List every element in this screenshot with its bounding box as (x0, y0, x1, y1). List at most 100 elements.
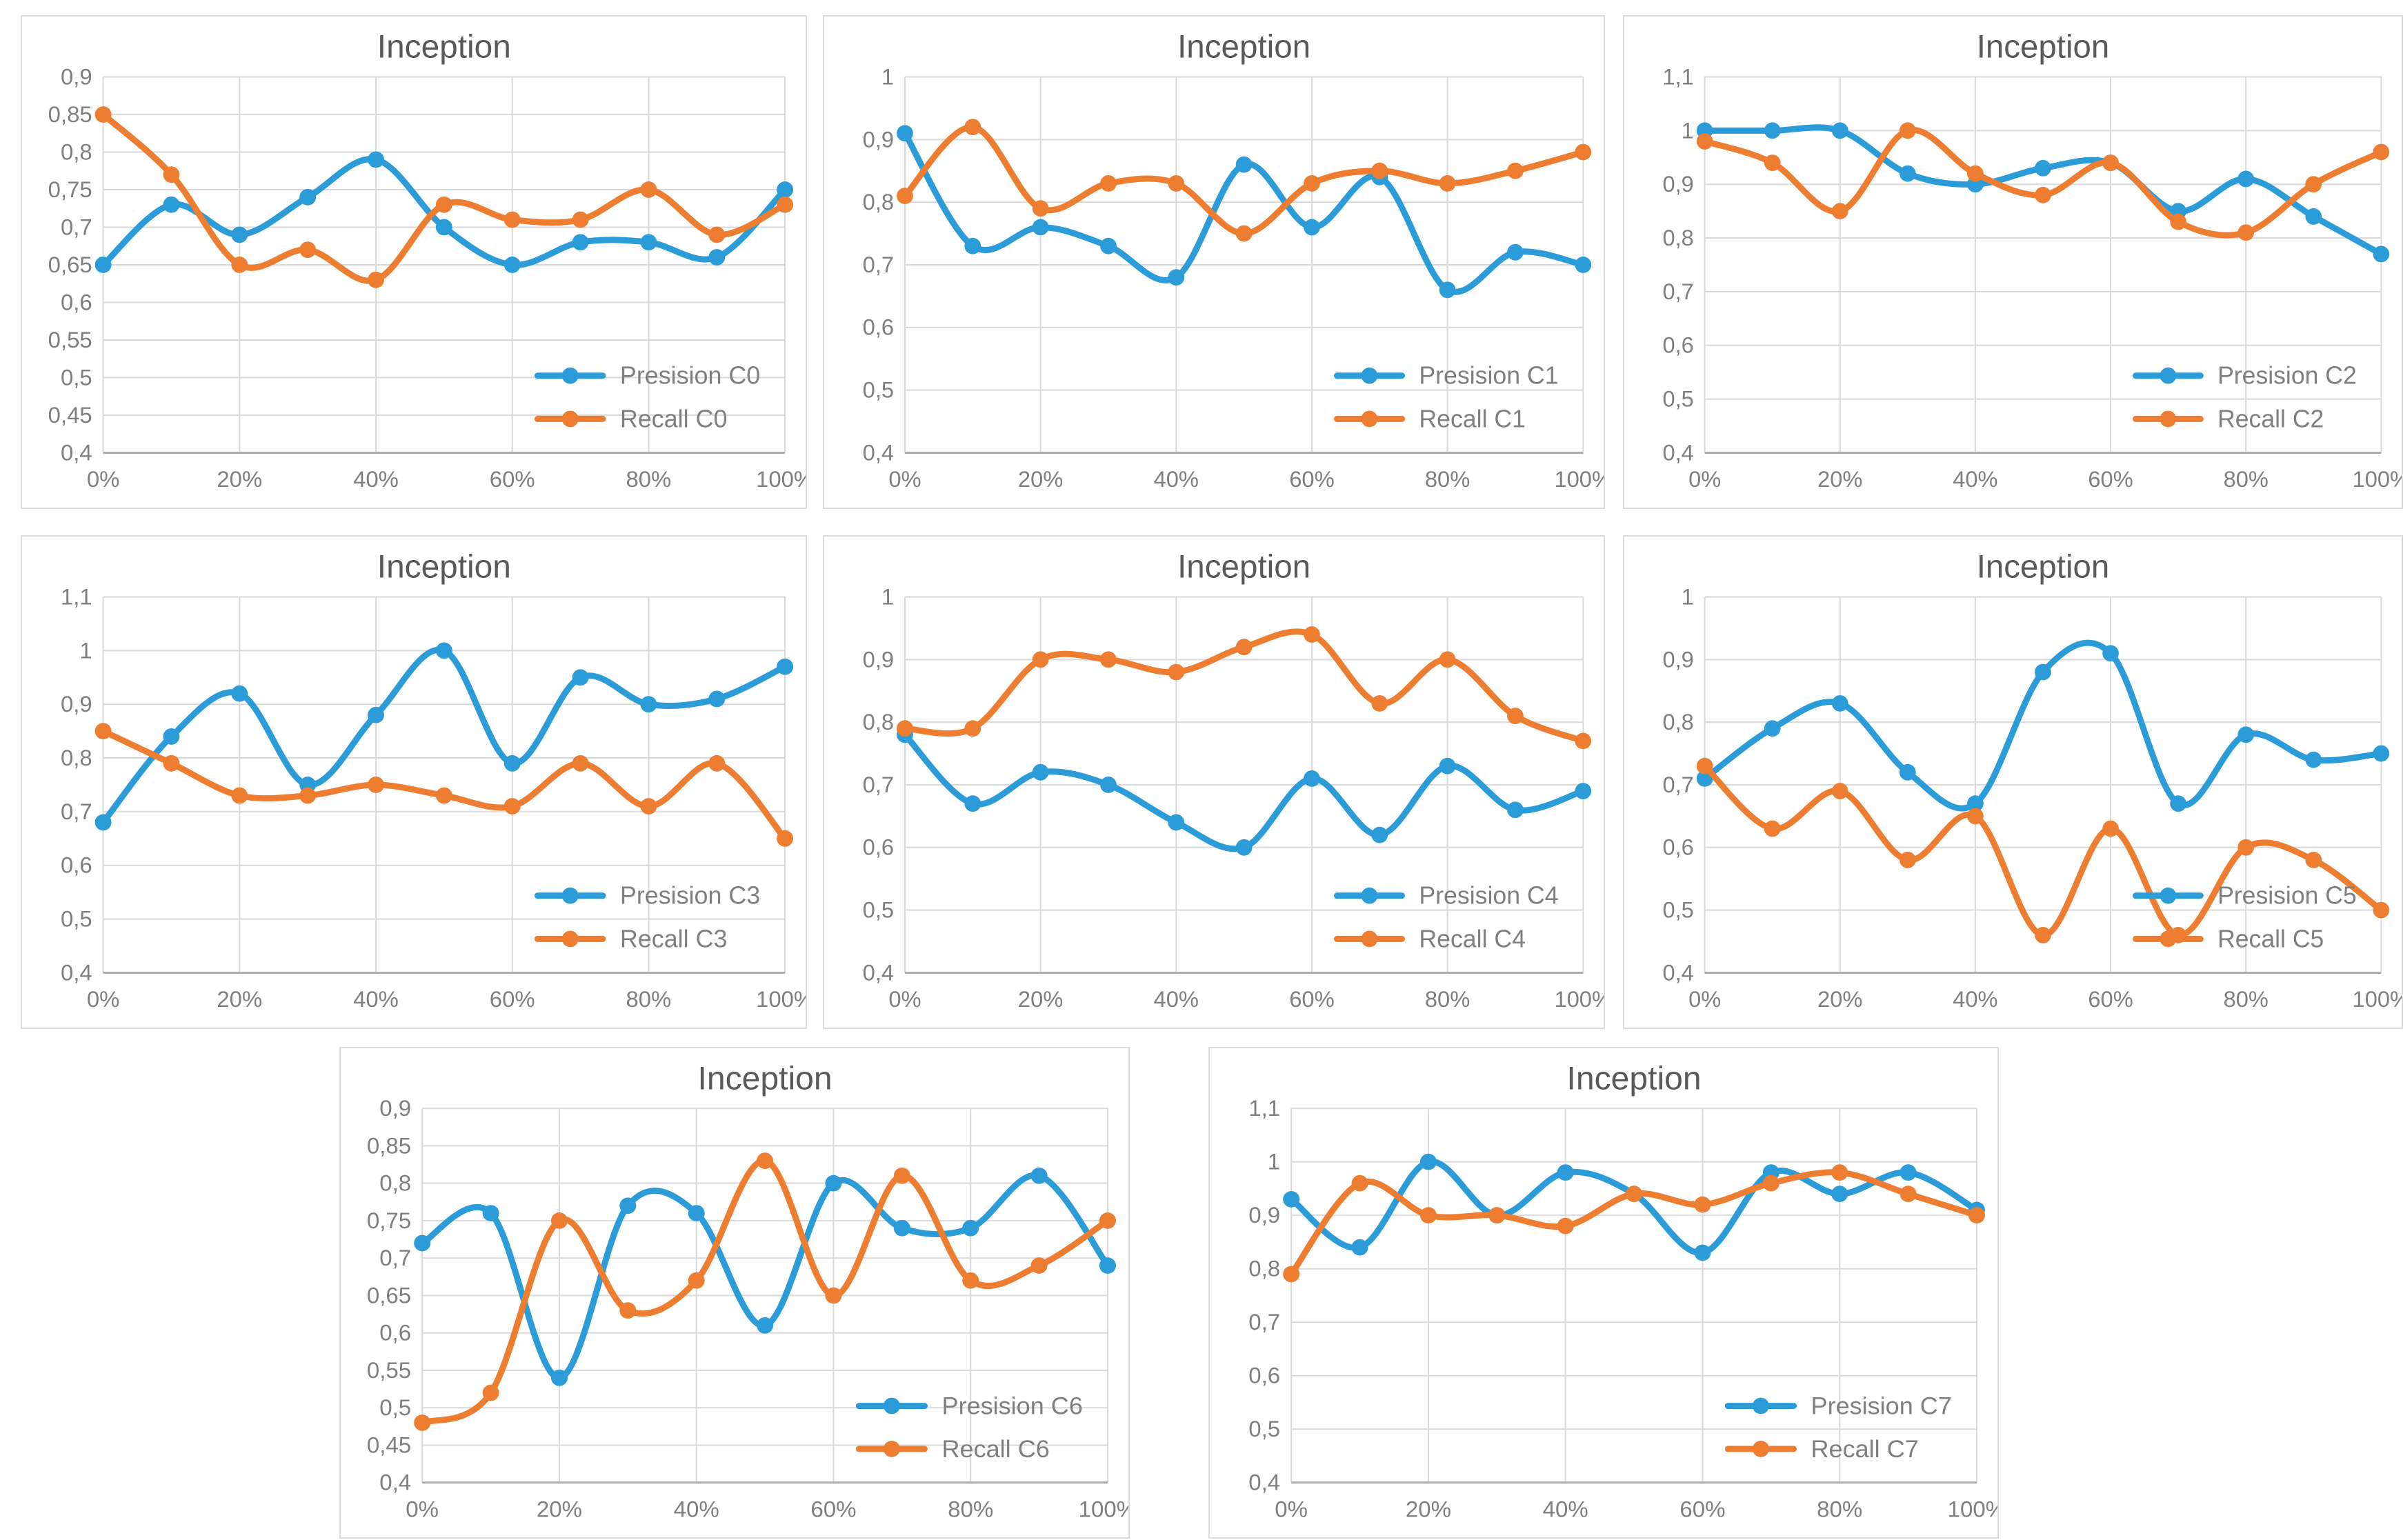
data-point-marker-recall (1764, 820, 1781, 837)
data-point-marker-recall (1831, 203, 1848, 220)
legend-label: Presision C4 (1419, 882, 1558, 910)
data-point-marker-recall (2170, 213, 2186, 230)
data-point-marker-precision (1099, 1257, 1116, 1274)
data-point-marker-precision (1100, 777, 1117, 793)
y-tick-label: 0,6 (1248, 1363, 1280, 1388)
y-tick-label: 0,5 (1663, 897, 1694, 922)
chart-c6: 0,4 0,45 0,5 0,55 0,6 0,65 0,7 0,75 0,8 0,85 0,9 0%… (367, 1061, 1128, 1522)
y-tick-label: 0,8 (863, 709, 894, 734)
data-point-marker-recall (94, 106, 112, 123)
y-tick-label: 0,65 (48, 252, 92, 277)
data-point-marker-precision (163, 196, 180, 213)
y-tick-label: 0,7 (379, 1245, 411, 1270)
y-tick-label: 0,9 (379, 1095, 411, 1121)
data-point-marker-recall (688, 1272, 705, 1289)
data-point-marker-precision (1694, 1244, 1711, 1261)
data-point-marker-recall (962, 1272, 979, 1289)
data-point-marker-recall (964, 720, 981, 737)
data-point-marker-recall (1488, 1207, 1506, 1224)
data-point-marker-recall (708, 754, 726, 772)
y-tick-label: 1 (1268, 1149, 1280, 1174)
data-point-marker-recall (1967, 808, 1984, 825)
legend-label: Recall C2 (2217, 405, 2324, 432)
x-tick-label: 100% (2353, 466, 2402, 492)
chart-title: Inception (1977, 29, 2110, 66)
x-tick-label: 60% (490, 466, 535, 492)
y-tick-label: 0,75 (48, 177, 92, 202)
legend-label: Recall C3 (620, 925, 727, 952)
legend-label: Recall C7 (1811, 1435, 1919, 1463)
y-tick-label: 1 (1682, 117, 1694, 143)
series-line-recall (100, 728, 788, 842)
legend-swatch-marker-recall (1361, 930, 1378, 948)
data-point-marker-recall (1696, 132, 1713, 150)
data-point-marker-recall (1304, 174, 1320, 192)
y-tick-label: 1,1 (1663, 63, 1694, 89)
data-point-marker-recall (1100, 174, 1117, 192)
data-point-marker-recall (897, 188, 913, 205)
data-point-marker-precision (1831, 1186, 1848, 1203)
x-tick-label: 40% (1154, 986, 1199, 1012)
series-line-recall (100, 111, 788, 284)
data-point-marker-recall (1575, 732, 1592, 750)
data-point-marker-recall (1099, 1212, 1116, 1229)
data-point-marker-precision (94, 814, 112, 831)
data-point-marker-precision (1575, 257, 1592, 273)
chart-panel-c2: 0,4 0,5 0,6 0,7 0,8 0,9 1 1,1 0% 20% 40% 60% 80% 100%… (1623, 15, 2403, 509)
y-tick-label: 0,7 (61, 214, 92, 239)
data-point-marker-recall (2305, 852, 2322, 868)
chart-c4: 0,4 0,5 0,6 0,7 0,8 0,9 1 0% 20% 40% 60% 80% 100% Inc… (863, 549, 1604, 1012)
data-point-marker-precision (1764, 720, 1781, 737)
data-point-marker-recall (1439, 651, 1456, 668)
y-tick-label: 1 (881, 63, 894, 89)
data-point-marker-precision (435, 219, 452, 236)
y-tick-label: 0,9 (61, 63, 92, 89)
data-point-marker-recall (1032, 651, 1049, 668)
data-point-marker-precision (1764, 122, 1781, 139)
legend-label: Presision C2 (2217, 362, 2357, 390)
x-tick-label: 20% (217, 986, 262, 1012)
data-point-marker-recall (435, 196, 452, 213)
data-point-marker-recall (1439, 174, 1456, 192)
data-point-marker-recall (368, 271, 384, 288)
data-point-marker-recall (163, 754, 180, 772)
data-point-marker-recall (1030, 1257, 1048, 1274)
data-point-marker-precision (1032, 763, 1049, 781)
data-point-marker-precision (640, 696, 657, 713)
data-point-marker-precision (1831, 694, 1848, 712)
y-tick-label: 0,6 (61, 852, 92, 878)
legend-swatch-marker-precision (2160, 887, 2177, 904)
x-tick-label: 100% (1079, 1496, 1128, 1521)
data-point-marker-precision (777, 181, 794, 198)
data-point-marker-recall (1900, 1186, 1917, 1203)
x-tick-label: 40% (353, 986, 399, 1012)
x-tick-label: 0% (406, 1496, 439, 1521)
x-tick-label: 60% (2088, 466, 2133, 492)
y-tick-label: 0,4 (379, 1470, 411, 1495)
x-tick-label: 0% (888, 466, 921, 492)
data-point-marker-precision (1304, 770, 1320, 787)
x-tick-label: 100% (756, 466, 806, 492)
chart-title: Inception (1567, 1061, 1702, 1097)
x-tick-label: 60% (1679, 1496, 1725, 1521)
data-point-marker-recall (893, 1167, 910, 1184)
data-point-marker-recall (1507, 162, 1524, 179)
legend-label: Presision C3 (620, 882, 760, 910)
x-tick-label: 80% (1817, 1496, 1862, 1521)
data-point-marker-recall (231, 257, 248, 273)
y-tick-label: 0,9 (1248, 1202, 1280, 1228)
x-tick-label: 40% (353, 466, 399, 492)
y-tick-label: 0,65 (367, 1283, 411, 1308)
data-point-marker-recall (2373, 901, 2390, 919)
chart-title: Inception (1177, 29, 1310, 66)
legend-swatch-marker-precision (1752, 1397, 1769, 1414)
data-point-marker-recall (1557, 1217, 1574, 1234)
data-point-marker-recall (1831, 783, 1848, 799)
y-tick-label: 1,1 (61, 583, 92, 609)
data-point-marker-recall (1351, 1174, 1368, 1192)
chart-panel-c0: 0,4 0,45 0,5 0,55 0,6 0,65 0,7 0,75 0,8 0,85 0,9 0%… (21, 15, 807, 509)
data-point-marker-recall (1283, 1266, 1300, 1283)
data-point-marker-recall (2237, 224, 2255, 241)
x-tick-label: 80% (1425, 986, 1470, 1012)
y-tick-label: 0,5 (863, 897, 894, 923)
